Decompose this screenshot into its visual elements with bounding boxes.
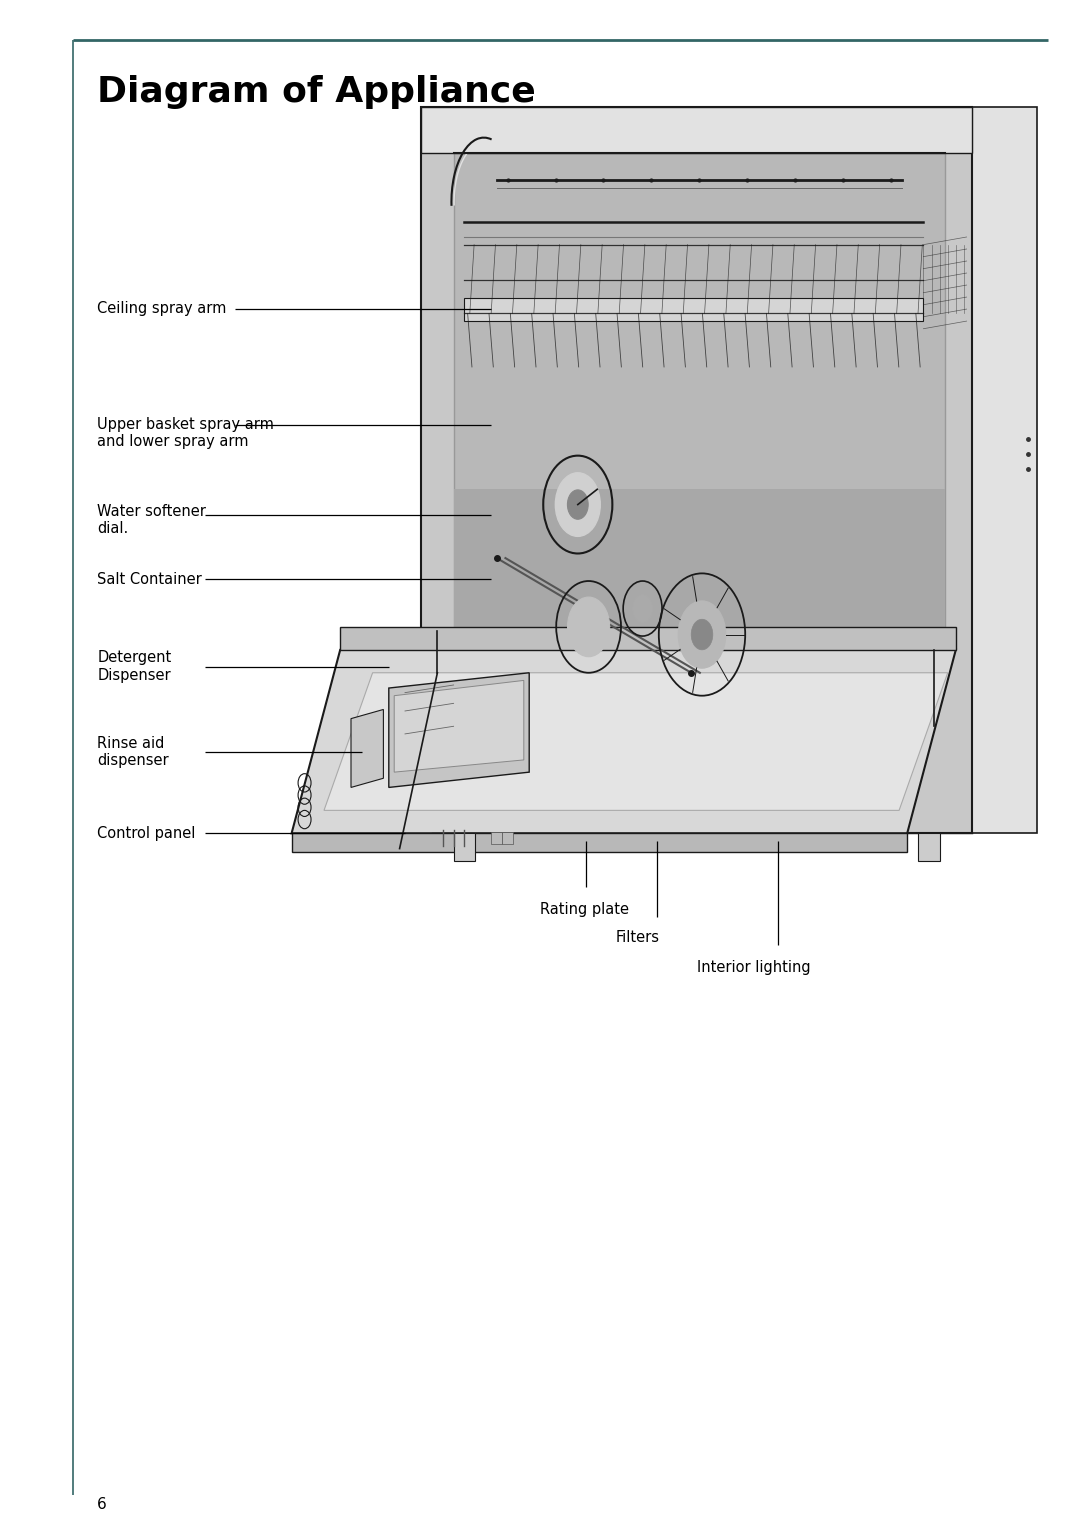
Polygon shape: [464, 298, 923, 321]
Circle shape: [555, 472, 600, 537]
Polygon shape: [421, 107, 972, 153]
Bar: [918, 833, 940, 861]
Polygon shape: [340, 627, 956, 650]
Circle shape: [691, 619, 713, 650]
Text: Interior lighting: Interior lighting: [697, 960, 810, 976]
Circle shape: [678, 601, 726, 668]
Text: Water softener
dial.: Water softener dial.: [97, 503, 206, 537]
Text: Detergent
Dispenser: Detergent Dispenser: [97, 650, 172, 683]
Circle shape: [568, 596, 609, 657]
Polygon shape: [292, 650, 956, 833]
Circle shape: [567, 489, 589, 520]
Polygon shape: [292, 833, 907, 852]
Polygon shape: [967, 107, 1037, 833]
Polygon shape: [421, 107, 972, 833]
Text: Control panel: Control panel: [97, 826, 195, 841]
Text: Diagram of Appliance: Diagram of Appliance: [97, 75, 536, 109]
Polygon shape: [394, 680, 524, 772]
Polygon shape: [454, 489, 945, 642]
Bar: [454, 833, 475, 861]
Polygon shape: [351, 709, 383, 787]
Circle shape: [633, 595, 652, 622]
Polygon shape: [491, 832, 502, 844]
Polygon shape: [454, 153, 945, 642]
Polygon shape: [324, 673, 948, 810]
Text: Ceiling spray arm: Ceiling spray arm: [97, 301, 227, 317]
Text: Upper basket spray arm
and lower spray arm: Upper basket spray arm and lower spray a…: [97, 416, 274, 450]
Text: 6: 6: [97, 1497, 107, 1512]
Polygon shape: [502, 832, 513, 844]
Text: Salt Container: Salt Container: [97, 572, 202, 587]
Text: Rinse aid
dispenser: Rinse aid dispenser: [97, 735, 168, 769]
Polygon shape: [389, 673, 529, 787]
Text: Rating plate: Rating plate: [540, 902, 629, 917]
Text: Filters: Filters: [616, 930, 660, 945]
